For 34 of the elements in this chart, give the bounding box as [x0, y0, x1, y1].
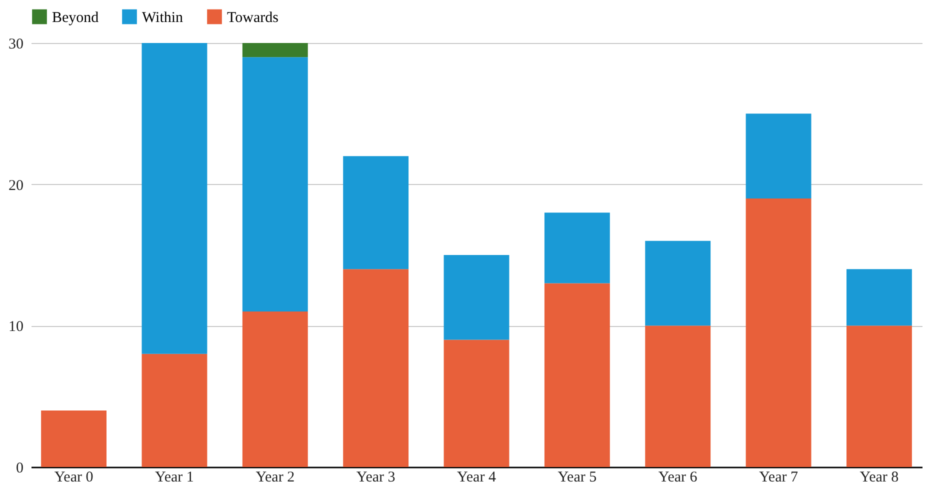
x-tick-label: Year 7 — [759, 470, 798, 486]
bar — [142, 43, 208, 354]
x-tick-label: Year 0 — [54, 470, 94, 486]
x-tick-label: Year 1 — [155, 470, 194, 486]
bar — [846, 269, 912, 326]
bar — [746, 198, 812, 467]
bar — [242, 57, 308, 312]
y-tick-label: 10 — [8, 319, 24, 336]
x-tick-label: Year 6 — [658, 470, 698, 486]
legend-label: Towards — [227, 10, 279, 26]
x-tick-label: Year 5 — [558, 470, 597, 486]
bar — [544, 212, 610, 284]
y-tick-label: 20 — [8, 178, 24, 194]
x-tick-label: Year 2 — [256, 470, 295, 486]
y-tick-label: 0 — [16, 460, 24, 476]
y-tick-label: 30 — [8, 36, 24, 52]
bar — [242, 43, 308, 58]
bar — [343, 269, 409, 467]
x-tick-label: Year 8 — [860, 470, 899, 486]
bar — [41, 410, 107, 467]
bar — [142, 354, 208, 467]
legend-label: Beyond — [52, 10, 100, 26]
x-tick-label: Year 3 — [356, 470, 396, 486]
legend-label: Within — [142, 10, 184, 26]
bar — [343, 156, 409, 270]
bar — [846, 326, 912, 467]
bar — [746, 114, 812, 198]
bar — [242, 312, 308, 467]
bar — [444, 255, 510, 340]
bar — [645, 240, 711, 326]
bar — [544, 283, 610, 467]
x-tick-label: Year 4 — [457, 470, 496, 486]
bar — [645, 326, 711, 467]
bar — [444, 340, 510, 467]
